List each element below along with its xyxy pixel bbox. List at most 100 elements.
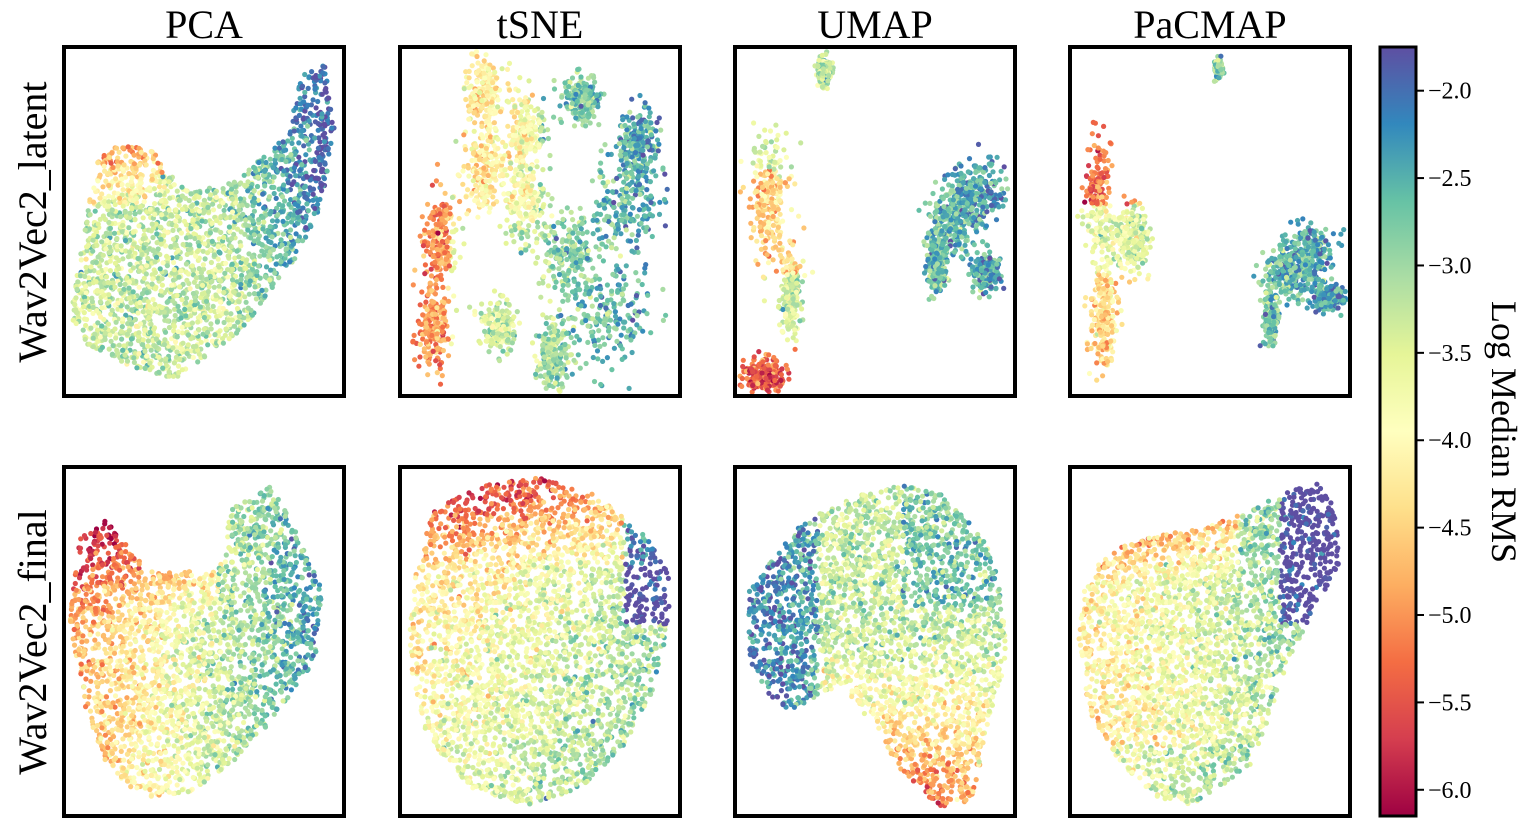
scatter-point [115,163,121,169]
scatter-point [303,137,309,143]
scatter-point [99,274,105,280]
scatter-point [293,105,299,111]
scatter-point [491,288,498,294]
scatter-point [569,257,575,263]
scatter-point [204,250,211,256]
scatter-point [120,203,126,209]
scatter-point [487,189,493,195]
scatter-point [312,86,318,92]
scatter-point [555,333,561,339]
scatter-point [106,346,112,352]
scatter-point [196,266,202,272]
scatter-point [148,148,154,155]
scatter-point [189,208,195,214]
scatter-point [136,284,142,290]
scatter-point [228,244,234,250]
scatter-point [146,309,152,315]
scatter-point [432,291,438,297]
scatter-point [249,254,255,260]
scatter-point [569,100,575,106]
scatter-point [223,310,229,316]
scatter-point [135,310,141,316]
scatter-point [518,172,524,178]
scatter-point [430,348,436,354]
scatter-point [158,236,164,243]
scatter-point [502,143,508,150]
scatter-point [598,148,604,154]
scatter-point [571,357,577,363]
scatter-point [499,308,505,314]
scatter-point [168,286,174,293]
scatter-point [595,227,601,233]
scatter-point [243,217,249,223]
scatter-point [579,220,585,226]
scatter-point [176,284,183,290]
scatter-point [595,337,602,343]
scatter-point [135,255,141,262]
scatter-point [231,179,237,185]
scatter-point [648,199,654,206]
scatter-point [507,165,513,171]
scatter-point [578,74,584,80]
scatter-point [547,203,553,209]
scatter-point [499,66,505,72]
scatter-point [310,191,316,197]
scatter-point [178,315,184,321]
scatter-point [612,313,619,319]
scatter-point [606,218,612,225]
scatter-point [291,165,297,171]
scatter-point [152,201,158,207]
scatter-point [609,222,615,228]
scatter-point [524,231,530,237]
scatter-point [575,82,581,88]
scatter-point [551,77,557,84]
scatter-point [176,274,182,280]
scatter-point [245,227,251,233]
scatter-point [70,317,76,323]
scatter-point [504,314,511,320]
scatter-point [467,106,473,113]
scatter-point [619,356,625,362]
scatter-point [228,190,234,196]
scatter-point [585,323,591,329]
scatter-point [195,359,201,365]
scatter-point [542,233,548,239]
scatter-point [110,194,116,200]
scatter-point [95,254,101,260]
scatter-point [509,340,515,346]
scatter-point [604,282,611,288]
scatter-point [474,101,481,107]
scatter-point [191,231,197,237]
scatter-point [633,293,640,299]
scatter-point [163,210,169,216]
scatter-point [444,244,450,250]
scatter-point [439,373,445,379]
scatter-point [552,328,558,335]
scatter-point [137,172,144,178]
scatter-point [130,197,136,204]
scatter-point [227,249,233,255]
scatter-point [540,167,546,173]
scatter-point [212,190,218,196]
scatter-point [594,92,600,98]
scatter-point [490,194,496,200]
scatter-point [423,354,429,360]
scatter-point [495,317,501,323]
scatter-point [95,203,101,209]
scatter-point [595,104,601,110]
scatter-point [268,208,274,215]
scatter-point [434,161,441,167]
scatter-point [495,104,501,110]
scatter-point [190,217,196,223]
scatter-point [417,354,423,360]
scatter-point [170,373,176,379]
scatter-point [133,323,139,329]
scatter-point [150,276,156,282]
scatter-point [319,188,325,194]
scatter-point [116,266,122,272]
scatter-point [431,299,437,305]
scatter-point [209,238,215,244]
scatter-point [470,178,476,184]
scatter-point [541,335,547,341]
scatter-point [179,346,185,352]
